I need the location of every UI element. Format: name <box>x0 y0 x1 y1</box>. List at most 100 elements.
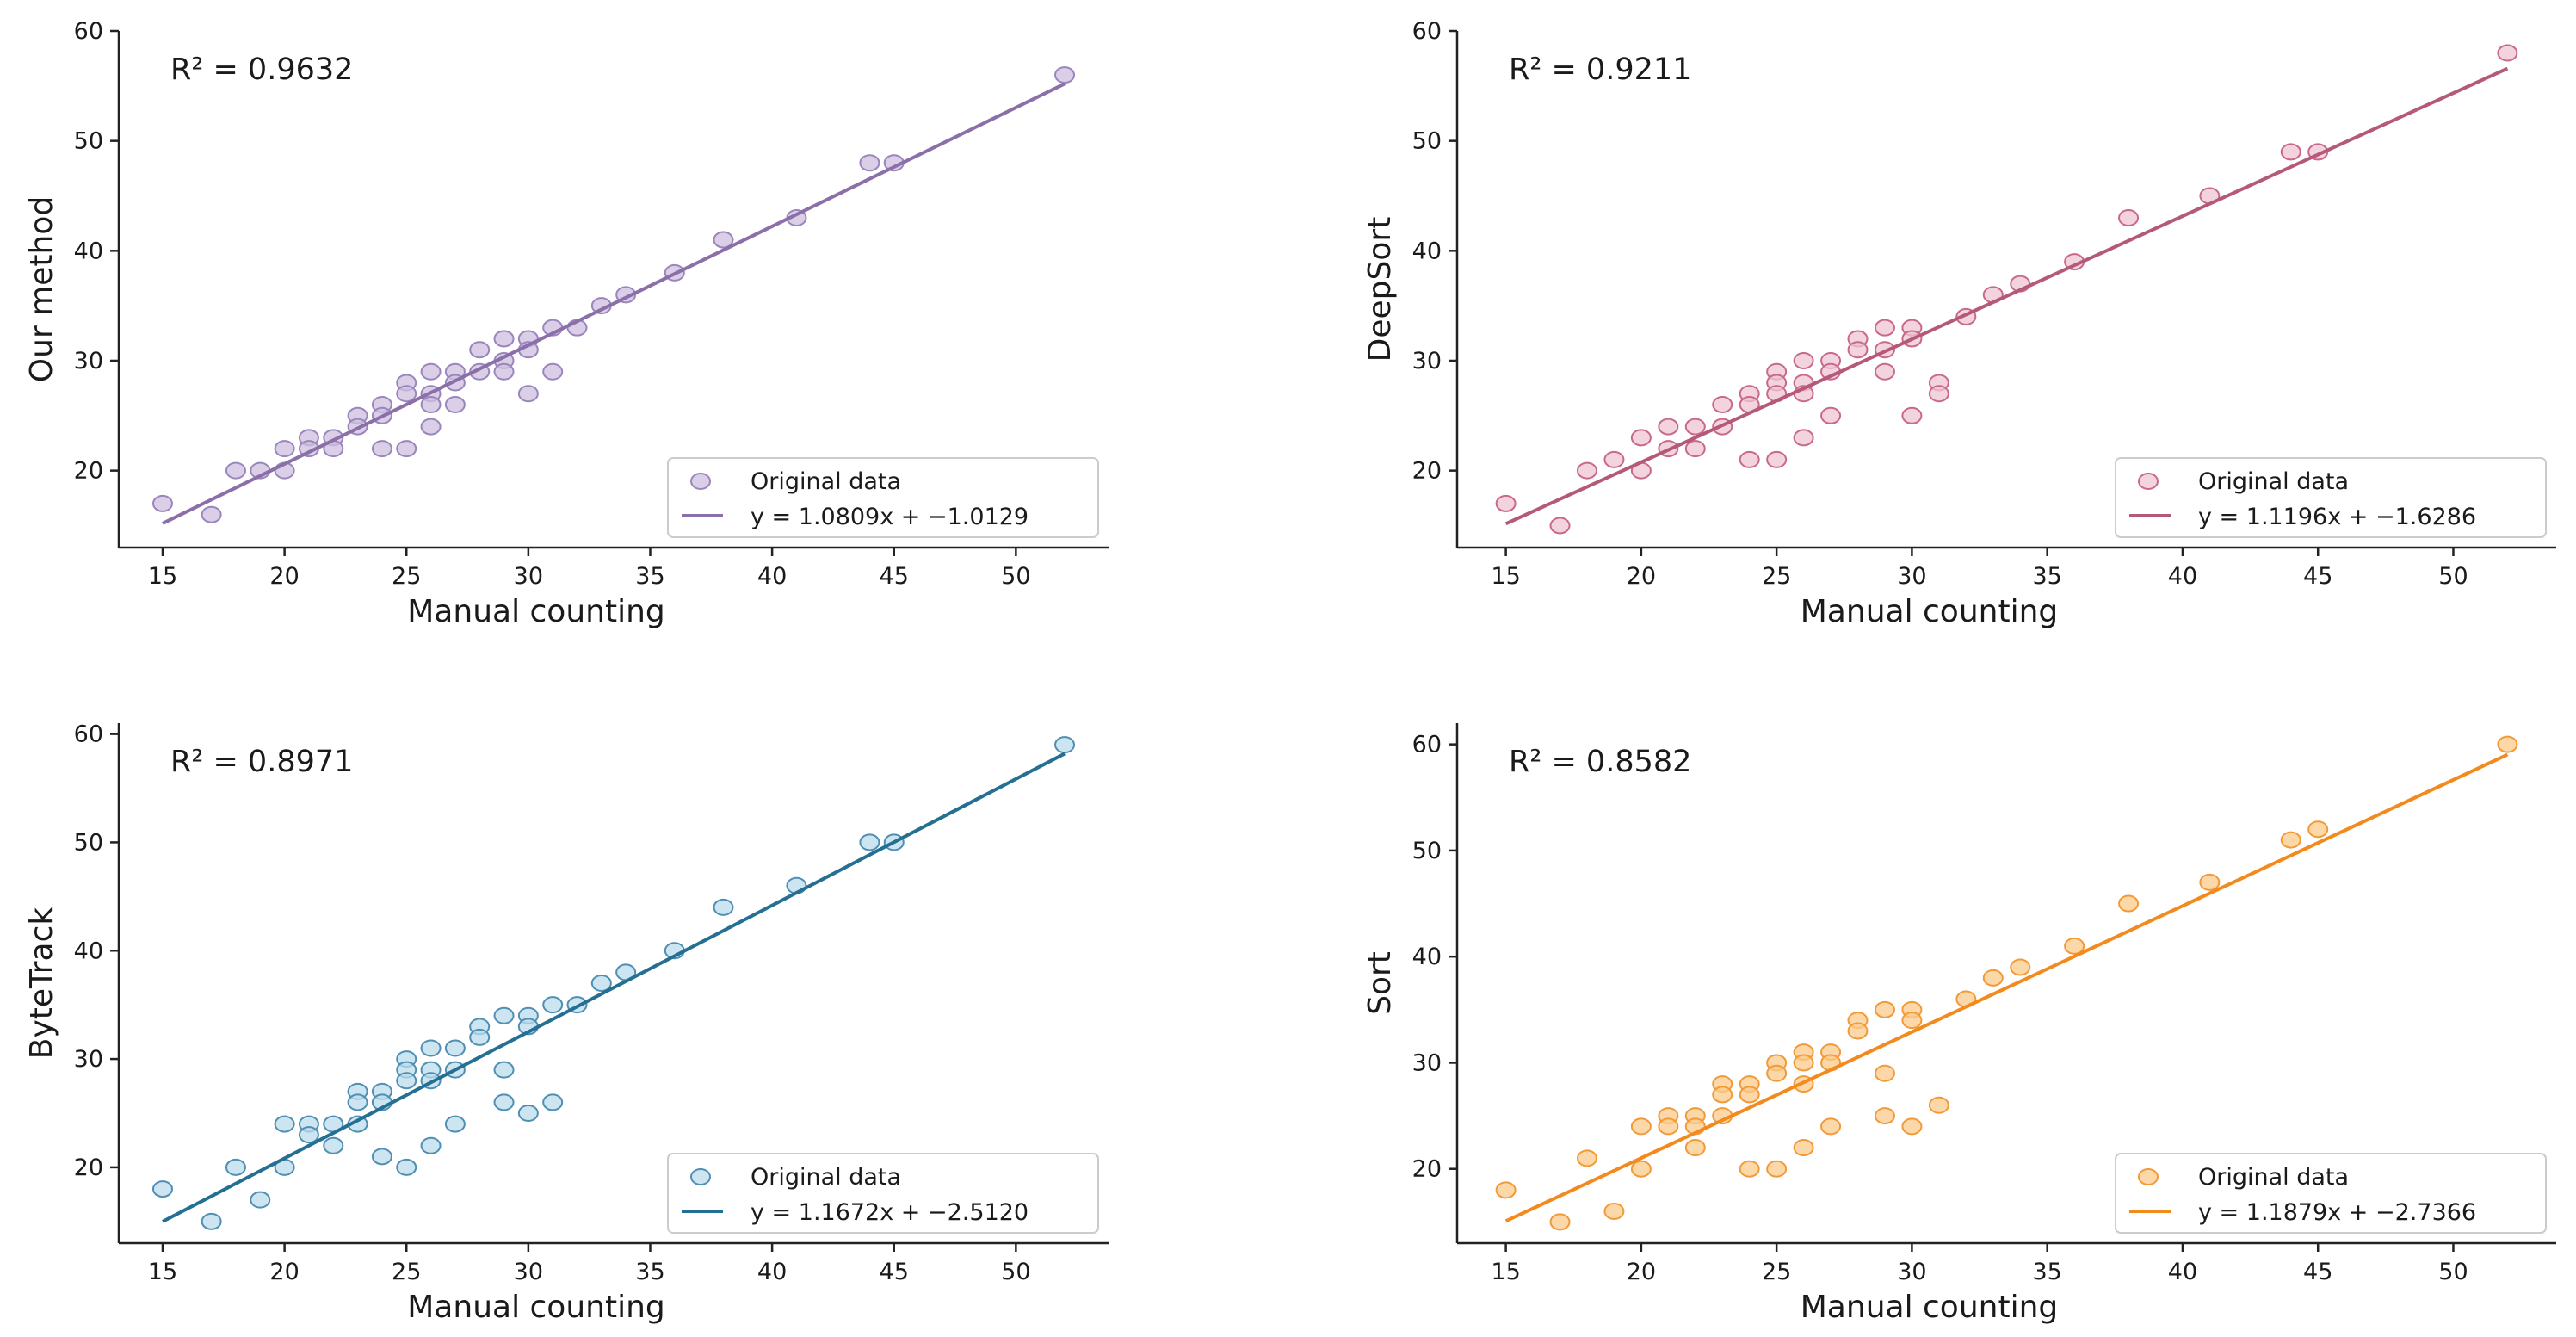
y-tick-label: 30 <box>1412 348 1442 374</box>
data-point <box>347 1093 368 1111</box>
data-point <box>1603 1203 1625 1221</box>
data-point <box>590 975 612 992</box>
y-tick-label: 40 <box>1412 238 1442 264</box>
data-point <box>1739 1086 1760 1104</box>
data-point <box>444 396 466 414</box>
data-point <box>542 996 564 1014</box>
data-point <box>1684 418 1706 436</box>
data-point <box>493 1061 515 1079</box>
data-point <box>420 418 442 436</box>
data-point <box>1847 1022 1869 1040</box>
data-point <box>1874 362 1895 381</box>
legend: Original data y = 1.1196x + −1.6286 <box>2115 457 2547 538</box>
data-point <box>1901 1012 1923 1030</box>
data-point <box>1766 450 1788 468</box>
data-point <box>1793 1139 1814 1157</box>
data-point <box>1793 429 1814 447</box>
regression-line <box>1504 752 2509 1223</box>
data-point <box>250 1191 271 1209</box>
data-point <box>493 330 515 348</box>
data-point <box>1630 1117 1652 1136</box>
data-point <box>1874 1000 1895 1018</box>
data-point <box>1928 385 1949 403</box>
legend: Original data y = 1.0809x + −1.0129 <box>667 457 1099 538</box>
y-tick-label: 50 <box>74 829 103 856</box>
chart-panel-3: 15 20 25 30 35 40 45 50 20 30 40 50 60 Manual countin… <box>24 721 1109 1325</box>
data-point <box>1982 969 2004 987</box>
legend-points-label: Original data <box>751 1164 901 1191</box>
legend-equation: y = 1.1672x + −2.5120 <box>751 1199 1029 1226</box>
data-point <box>859 154 880 172</box>
x-tick-label: 45 <box>880 1259 909 1285</box>
legend-marker <box>2138 473 2159 490</box>
y-tick-label: 60 <box>74 18 103 45</box>
y-tick-label: 20 <box>74 1154 103 1181</box>
data-point <box>2280 143 2301 161</box>
y-tick-label: 60 <box>1412 732 1442 758</box>
data-point <box>420 1136 442 1154</box>
x-tick-label: 35 <box>2033 563 2062 590</box>
data-point <box>1630 1160 1652 1178</box>
y-tick-label: 30 <box>74 348 103 374</box>
data-point <box>1576 461 1597 480</box>
x-tick-label: 45 <box>2303 1259 2332 1285</box>
data-point <box>396 1072 417 1090</box>
y-axis-title: Sort <box>1362 951 1398 1015</box>
x-tick-label: 20 <box>1627 1259 1656 1285</box>
x-axis-title: Manual counting <box>1801 594 2059 629</box>
data-point <box>1820 406 1842 424</box>
data-point <box>469 1028 491 1046</box>
y-tick-label: 50 <box>1412 128 1442 155</box>
regression-line <box>162 752 1066 1223</box>
data-point <box>151 494 173 512</box>
x-tick-label: 50 <box>2438 563 2468 590</box>
x-tick-label: 40 <box>757 1259 787 1285</box>
data-point <box>323 1136 344 1154</box>
data-point <box>2118 209 2140 227</box>
legend-points-label: Original data <box>2198 1164 2349 1191</box>
legend: Original data y = 1.1672x + −2.5120 <box>667 1153 1099 1234</box>
data-point <box>859 833 880 851</box>
y-tick-label: 40 <box>74 938 103 964</box>
data-point <box>1820 1117 1842 1136</box>
data-point <box>2199 873 2221 891</box>
data-point <box>396 440 417 458</box>
y-tick-label: 30 <box>74 1046 103 1073</box>
data-point <box>1793 351 1814 369</box>
x-tick-label: 50 <box>1001 1259 1030 1285</box>
data-point <box>1928 1096 1949 1114</box>
data-point <box>493 1006 515 1024</box>
data-point <box>1712 1086 1733 1104</box>
data-point <box>371 1148 392 1166</box>
legend-marker <box>690 1168 711 1185</box>
x-tick-label: 15 <box>148 563 177 590</box>
x-tick-label: 40 <box>2168 563 2197 590</box>
x-tick-label: 45 <box>2303 563 2332 590</box>
data-point <box>1874 319 1895 337</box>
data-point <box>1793 1054 1814 1072</box>
legend-points-label: Original data <box>2198 468 2349 495</box>
y-tick-label: 50 <box>1412 838 1442 864</box>
r-squared-label: R² = 0.8971 <box>170 745 353 779</box>
regression-line <box>162 82 1066 525</box>
data-point <box>225 1158 246 1176</box>
y-axis-title: DeepSort <box>1362 217 1398 362</box>
data-point <box>1847 341 1869 359</box>
regression-line <box>1504 66 2509 526</box>
r-squared-label: R² = 0.9632 <box>170 53 353 87</box>
data-point <box>1766 1064 1788 1082</box>
data-point <box>396 1158 417 1176</box>
y-tick-label: 60 <box>1412 18 1442 45</box>
y-axis-title: ByteTrack <box>24 907 59 1060</box>
y-tick-label: 50 <box>74 128 103 155</box>
x-tick-label: 35 <box>635 563 664 590</box>
y-tick-label: 40 <box>1412 944 1442 970</box>
data-point <box>1495 494 1517 512</box>
data-point <box>1549 1213 1571 1231</box>
data-point <box>274 440 295 458</box>
data-point <box>225 461 246 480</box>
legend-equation: y = 1.1879x + −2.7366 <box>2198 1199 2476 1226</box>
data-point <box>1766 1160 1788 1178</box>
data-point <box>274 1115 295 1133</box>
data-point <box>201 505 222 523</box>
